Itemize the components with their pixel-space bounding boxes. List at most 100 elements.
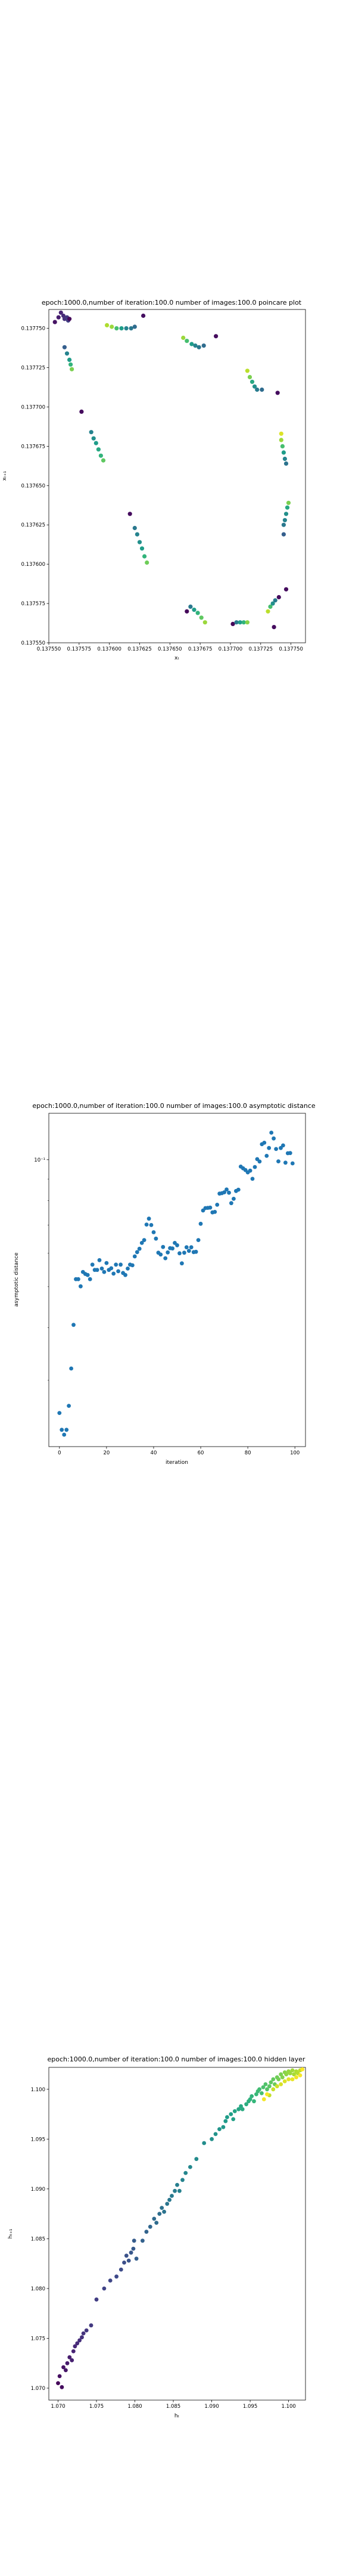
data-point: [170, 2194, 174, 2198]
data-point: [62, 345, 67, 349]
data-point: [250, 1176, 255, 1181]
data-point: [64, 1428, 69, 1432]
y-tick-label: 0.137550: [21, 640, 45, 646]
y-tick-label: 1.075: [31, 2336, 45, 2342]
data-point: [217, 2127, 222, 2132]
data-point: [213, 1210, 217, 1214]
data-point: [161, 1244, 166, 1249]
data-point: [194, 1249, 198, 1254]
data-point: [280, 2075, 285, 2080]
data-point: [126, 2258, 131, 2263]
asymptotic-x-label: iteration: [166, 1460, 188, 1466]
data-point: [109, 1266, 114, 1271]
data-point: [229, 1201, 233, 1206]
data-point: [298, 2073, 303, 2077]
data-point: [213, 2132, 218, 2137]
data-point: [148, 2224, 152, 2229]
data-point: [80, 2335, 84, 2340]
data-point: [162, 2209, 166, 2214]
hidden-layer-x-label: hₜ: [174, 2413, 180, 2419]
x-tick-label: 80: [245, 1450, 251, 1456]
data-point: [192, 608, 197, 612]
data-point: [270, 601, 275, 606]
data-point: [250, 379, 255, 384]
data-point: [158, 1252, 163, 1257]
data-point: [269, 2080, 273, 2085]
data-point: [224, 1187, 229, 1192]
poincare-x-ticks: 0.137550 0.137575 0.137600 0.137625 0.137650…: [37, 643, 303, 652]
data-point: [177, 1251, 182, 1256]
data-point: [119, 2267, 123, 2272]
data-point: [180, 1261, 184, 1266]
data-point: [222, 1190, 226, 1194]
data-point: [239, 2104, 243, 2109]
data-point: [282, 2079, 287, 2083]
data-point: [229, 2112, 233, 2116]
data-point: [268, 604, 273, 609]
data-point: [210, 2137, 214, 2141]
data-point: [67, 317, 72, 321]
data-point: [185, 339, 189, 343]
data-point: [99, 1267, 104, 1271]
data-point: [141, 313, 146, 318]
data-point: [119, 326, 124, 331]
y-tick-label: 0.137725: [21, 366, 45, 371]
data-point: [124, 326, 129, 331]
asymptotic-plot-area: [48, 1113, 306, 1447]
data-point: [279, 2072, 283, 2077]
data-point: [232, 1197, 236, 1201]
poincare-title: epoch:1000.0,number of iteration:100.0 n…: [42, 299, 302, 306]
data-point: [129, 2250, 133, 2255]
data-point: [114, 326, 119, 331]
data-point: [160, 2206, 164, 2210]
data-point: [144, 1222, 149, 1227]
data-point: [154, 1236, 158, 1241]
data-point: [281, 450, 286, 455]
data-point: [85, 1272, 90, 1277]
data-point: [167, 2197, 172, 2202]
data-point: [122, 2261, 126, 2265]
data-point: [116, 1269, 121, 1274]
data-point: [276, 2077, 281, 2082]
data-point: [149, 1223, 154, 1227]
data-point: [71, 1323, 76, 1327]
data-point: [279, 438, 283, 442]
data-point: [144, 2230, 149, 2234]
data-point: [104, 1261, 109, 1265]
data-point: [52, 320, 57, 324]
data-point: [279, 1145, 283, 1150]
data-point: [114, 1262, 119, 1267]
x-tick-label: 100: [290, 1450, 300, 1456]
data-point: [110, 324, 114, 329]
data-point: [67, 1404, 71, 1408]
data-point: [64, 351, 70, 356]
data-point: [157, 2212, 162, 2216]
data-point: [188, 2165, 192, 2169]
data-point: [186, 1249, 191, 1253]
data-point: [280, 444, 285, 449]
hidden-layer-plot-area: [48, 2067, 306, 2401]
data-point: [241, 620, 246, 625]
data-point: [142, 554, 147, 559]
data-point: [223, 2119, 228, 2123]
data-point: [102, 2286, 107, 2291]
y-tick-label: 1.095: [31, 2137, 45, 2142]
data-point: [77, 2338, 82, 2343]
hidden-layer-title: epoch:1000.0,number of iteration:100.0 n…: [48, 2055, 305, 2063]
data-point: [123, 1272, 127, 1277]
data-point: [276, 595, 281, 600]
data-point: [61, 2365, 66, 2370]
data-point: [284, 2072, 289, 2077]
y-tick-label: 0.137625: [21, 522, 45, 528]
data-point: [152, 2216, 157, 2221]
poincare-y-label: xₜ₊₁: [2, 470, 8, 481]
x-tick-label: 0: [58, 1450, 61, 1456]
data-point: [189, 1245, 194, 1250]
data-point: [290, 1161, 295, 1166]
x-tick-label: 0.137700: [219, 646, 243, 652]
hidden-layer-chart: epoch:1000.0,number of iteration:100.0 n…: [8, 2055, 306, 2419]
y-tick-label: 1.080: [31, 2286, 45, 2292]
data-point: [290, 2068, 295, 2073]
data-point: [137, 540, 142, 544]
